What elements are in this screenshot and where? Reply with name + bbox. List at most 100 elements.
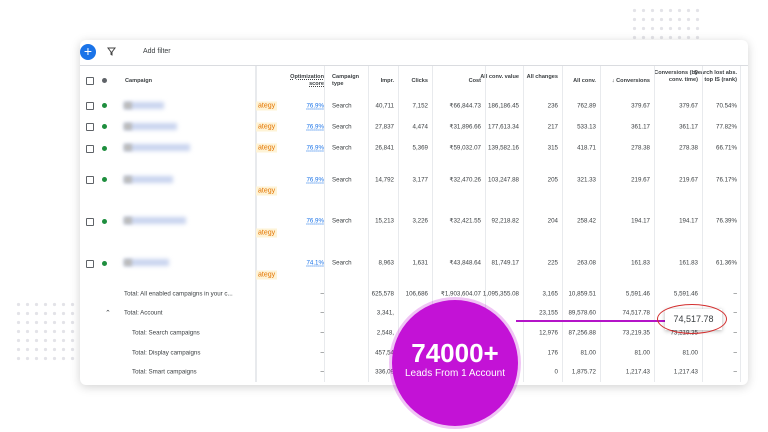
cell: – <box>320 290 324 297</box>
cell: 336,09 <box>375 368 394 376</box>
column-divider <box>398 66 399 382</box>
cell: 81.00 <box>682 349 698 356</box>
cell: 92,218.82 <box>491 217 519 225</box>
cell: 76.17% <box>716 176 737 183</box>
column-divider <box>562 66 563 382</box>
cell: 457,54 <box>375 349 394 356</box>
cell: 533.13 <box>577 123 596 130</box>
header: Cost <box>468 78 481 84</box>
row-checkbox <box>86 144 94 153</box>
campaign-name-blurred <box>124 122 177 130</box>
cell: 263.08 <box>577 259 596 267</box>
row-checkbox <box>86 176 94 184</box>
header: Campaign type <box>332 74 360 87</box>
strategy-tag: ategy <box>256 270 278 280</box>
cell: 106,686 <box>405 290 428 297</box>
cell: 76.39% <box>716 217 737 225</box>
cell: 361.17 <box>679 123 698 130</box>
cell: 194.17 <box>679 217 698 225</box>
cell: 762.89 <box>577 102 596 109</box>
column-divider <box>324 66 325 382</box>
total-label: Total: Search campaigns <box>132 329 200 337</box>
cell: Search <box>332 102 352 109</box>
campaign-name-blurred <box>124 259 169 266</box>
cell: 5,369 <box>412 144 428 152</box>
cell: ₹66,844.73 <box>449 102 481 109</box>
strategy-tag: ategy <box>256 143 278 153</box>
header: Conversions (by conv. time) <box>654 70 698 83</box>
strategy-tag: ategy <box>256 122 278 131</box>
status-dot <box>102 260 107 266</box>
cell: Search <box>332 144 352 152</box>
cell: 161.83 <box>679 259 698 267</box>
cell: 40,711 <box>375 102 394 109</box>
cell: 1,631 <box>412 259 428 267</box>
campaign-icon-blurred <box>124 217 132 224</box>
cell: 81.00 <box>580 349 596 356</box>
cell: 5,591.46 <box>673 290 698 297</box>
filter-icon[interactable] <box>107 47 116 56</box>
cell: 77.82% <box>716 123 737 130</box>
cell: 89,578.60 <box>568 309 596 317</box>
cell: 361.17 <box>631 123 650 130</box>
cell: 161.83 <box>631 259 650 267</box>
row-checkbox <box>86 123 94 131</box>
cell: 3,177 <box>412 176 428 183</box>
cell: 4,474 <box>412 123 428 130</box>
add-filter[interactable]: Add filter <box>143 48 171 55</box>
cell: 176 <box>547 349 558 356</box>
highlight-ring <box>657 304 727 334</box>
cell: ₹59,032.07 <box>449 144 481 152</box>
cell: ₹32,470.26 <box>449 176 481 183</box>
column-divider <box>702 66 703 382</box>
campaign-name-blurred <box>124 144 190 151</box>
column-divider <box>740 66 741 382</box>
cell: 12,976 <box>539 329 558 337</box>
total-label: Total: Display campaigns <box>132 349 201 356</box>
connector <box>516 320 668 322</box>
cell: 278.38 <box>631 144 650 152</box>
cell: 258.42 <box>577 217 596 225</box>
cell: – <box>320 368 324 376</box>
header: Clicks <box>411 78 428 84</box>
cell: 74,517.78 <box>622 309 650 317</box>
row-checkbox <box>86 102 94 110</box>
header: ↓ Conversions <box>611 78 650 84</box>
badge-headline: 74000+ <box>411 338 499 368</box>
cell: 219.67 <box>679 176 698 183</box>
header: All changes <box>526 74 558 80</box>
cell: 0 <box>554 368 558 376</box>
total-label: Total: Account <box>124 309 163 317</box>
header: All conv. value <box>480 74 519 80</box>
cell: 186,186.45 <box>488 102 519 109</box>
cell: ₹32,421.55 <box>449 217 481 225</box>
cell: Search <box>332 123 352 130</box>
header: Campaign <box>125 78 153 84</box>
column-divider <box>654 66 655 382</box>
cell: 219.67 <box>631 176 650 183</box>
decor-dots <box>630 6 700 42</box>
add-button[interactable]: + <box>80 44 96 60</box>
cell: 10,859.51 <box>568 290 596 297</box>
cell: 217 <box>547 123 558 130</box>
cell: 379.67 <box>679 102 698 109</box>
cell: 87,256.88 <box>568 329 596 337</box>
cell: 625,578 <box>371 290 394 297</box>
cell: 379.67 <box>631 102 650 109</box>
cell: 81,749.17 <box>491 259 519 267</box>
cell: 23,155 <box>539 309 558 317</box>
row-checkbox <box>86 259 94 268</box>
column-divider <box>255 66 257 382</box>
cell: 103,247.88 <box>488 176 519 183</box>
cell: 61.36% <box>716 259 737 267</box>
cell: 1,217.43 <box>625 368 650 376</box>
header: Search lost abs. top IS (rank) <box>694 70 737 83</box>
header-dot <box>102 78 107 83</box>
campaign-icon-blurred <box>124 101 132 109</box>
decor-dots <box>14 300 78 364</box>
cell: 2,548, <box>376 329 394 337</box>
cell: 76.9% <box>306 144 324 152</box>
cell: – <box>320 349 324 356</box>
header-link: Optimization score <box>290 74 324 87</box>
cell: – <box>733 309 737 317</box>
